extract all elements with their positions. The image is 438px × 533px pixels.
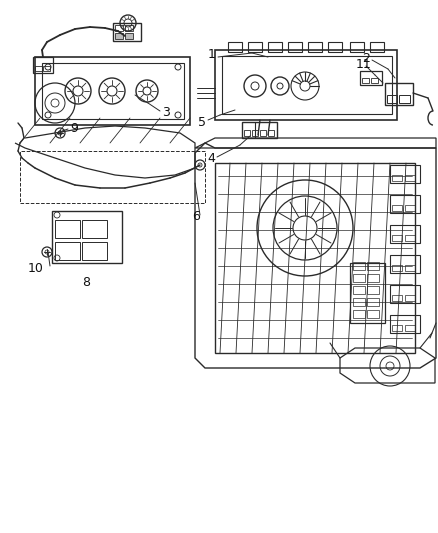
Bar: [390, 225, 420, 243]
Bar: [353, 286, 365, 294]
Text: 6: 6: [192, 211, 200, 223]
Bar: [390, 195, 420, 213]
Bar: [392, 205, 402, 211]
Bar: [371, 78, 378, 83]
Bar: [55, 220, 80, 238]
Bar: [125, 33, 133, 39]
Bar: [268, 42, 282, 52]
Bar: [367, 274, 379, 282]
Bar: [308, 42, 322, 52]
Bar: [115, 25, 123, 31]
Bar: [288, 42, 302, 52]
Bar: [42, 63, 184, 119]
Text: 2: 2: [362, 52, 370, 64]
Text: 3: 3: [162, 107, 170, 119]
Bar: [362, 78, 369, 83]
Bar: [33, 57, 53, 73]
Text: 4: 4: [207, 152, 215, 166]
Bar: [370, 42, 384, 52]
Bar: [215, 163, 415, 353]
Text: 10: 10: [28, 262, 44, 274]
Bar: [248, 42, 262, 52]
Bar: [350, 263, 385, 323]
Bar: [392, 235, 402, 241]
Bar: [35, 66, 42, 71]
Bar: [405, 265, 415, 271]
Bar: [353, 262, 365, 270]
Bar: [55, 242, 80, 260]
Bar: [405, 295, 415, 301]
Bar: [392, 175, 402, 181]
Bar: [20, 151, 205, 203]
Bar: [405, 205, 415, 211]
Bar: [390, 285, 420, 303]
Bar: [82, 242, 107, 260]
Bar: [115, 33, 123, 39]
Bar: [392, 325, 402, 331]
Text: 9: 9: [70, 123, 78, 135]
Bar: [252, 130, 258, 136]
Bar: [367, 286, 379, 294]
Bar: [43, 66, 50, 71]
Bar: [228, 42, 242, 52]
Bar: [392, 265, 402, 271]
Text: 5: 5: [198, 116, 206, 128]
Bar: [405, 325, 415, 331]
Text: 11: 11: [356, 58, 372, 70]
Bar: [405, 175, 415, 181]
Bar: [390, 315, 420, 333]
Bar: [35, 57, 190, 125]
Bar: [242, 122, 277, 138]
Bar: [367, 262, 379, 270]
Bar: [399, 95, 410, 103]
Bar: [125, 25, 133, 31]
Bar: [353, 310, 365, 318]
Bar: [82, 220, 107, 238]
Bar: [390, 255, 420, 273]
Bar: [385, 83, 413, 105]
Bar: [113, 23, 141, 41]
Bar: [367, 298, 379, 306]
Bar: [390, 165, 420, 183]
Text: 8: 8: [82, 277, 90, 289]
Bar: [387, 95, 397, 103]
Bar: [328, 42, 342, 52]
Bar: [268, 130, 274, 136]
Bar: [244, 130, 250, 136]
Bar: [392, 295, 402, 301]
Bar: [260, 130, 266, 136]
Bar: [353, 274, 365, 282]
Bar: [360, 71, 382, 85]
Bar: [405, 235, 415, 241]
Bar: [215, 50, 397, 120]
Bar: [367, 310, 379, 318]
Bar: [222, 56, 392, 114]
Bar: [350, 42, 364, 52]
Text: 1: 1: [208, 49, 216, 61]
Bar: [52, 211, 122, 263]
Bar: [353, 298, 365, 306]
